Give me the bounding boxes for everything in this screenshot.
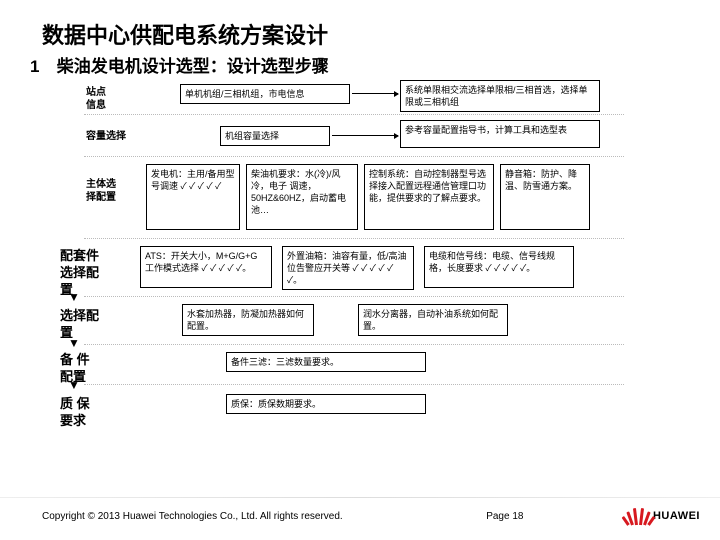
flow-node: ATS：开关大小，M+G/G+G 工作模式选择 ✓ ✓ ✓ ✓ ✓。 — [140, 246, 272, 288]
huawei-logo-text: HUAWEI — [653, 510, 700, 522]
flow-node: 机组容量选择 — [220, 126, 330, 146]
subtitle-text: 柴油发电机设计选型：设计选型步骤 — [57, 57, 329, 76]
down-arrow-icon: ▼ — [68, 336, 80, 350]
flow-node: 控制系统：自动控制器型号选择接入配置远程通信管理口功能，提供要求的了解点要求。 — [364, 164, 494, 230]
flow-node: 发电机：主用/备用型号调速 ✓ ✓ ✓ ✓ ✓ — [146, 164, 240, 230]
down-arrow-icon: ▼ — [68, 378, 80, 392]
flow-node: 单机机组/三相机组，市电信息 — [180, 84, 350, 104]
flow-node: 系统单限相交流选择单限相/三相首选，选择单限或三相机组 — [400, 80, 600, 112]
page-number: Page 18 — [486, 511, 523, 522]
footer-rule — [0, 497, 720, 498]
flow-divider — [84, 344, 624, 345]
flow-divider — [84, 156, 624, 157]
huawei-logo-icon — [627, 507, 649, 525]
flow-node: 备件三滤：三滤数量要求。 — [226, 352, 426, 372]
page-title: 数据中心供配电系统方案设计 — [42, 18, 328, 50]
flow-divider — [84, 114, 624, 115]
copyright-text: Copyright © 2013 Huawei Technologies Co.… — [42, 511, 343, 522]
flow-node: 水套加热器，防凝加热器如何配置。 — [182, 304, 314, 336]
flow-node: 质保：质保数期要求。 — [226, 394, 426, 414]
flowchart-diagram: 站点信息容量选择主体选择配置配套件选择配置选择配置备 件配置质 保要求单机机组/… — [60, 80, 660, 470]
flow-divider — [84, 384, 624, 385]
slide: 数据中心供配电系统方案设计 1 柴油发电机设计选型：设计选型步骤 站点信息容量选… — [0, 0, 720, 540]
flow-node: 柴油机要求：水(冷)/风冷，电子 调速，50HZ&60HZ，启动蓄电池… — [246, 164, 358, 230]
row-label: 站点信息 — [86, 86, 106, 112]
footer: Copyright © 2013 Huawei Technologies Co.… — [42, 504, 700, 528]
huawei-logo: HUAWEI — [627, 507, 700, 525]
row-label: 主体选择配置 — [86, 178, 116, 204]
row-label: 质 保要求 — [60, 396, 90, 430]
flow-divider — [84, 238, 624, 239]
down-arrow-icon: ▼ — [68, 290, 80, 304]
row-label: 容量选择 — [86, 130, 126, 143]
flow-arrow — [352, 93, 398, 94]
subtitle-number: 1 — [30, 57, 52, 77]
flow-node: 电缆和信号线：电缆、信号线规格，长度要求 ✓ ✓ ✓ ✓ ✓。 — [424, 246, 574, 288]
flow-node: 润水分离器，自动补油系统如何配置。 — [358, 304, 508, 336]
flow-arrow — [332, 135, 398, 136]
flow-divider — [84, 296, 624, 297]
subtitle: 1 柴油发电机设计选型：设计选型步骤 — [30, 52, 329, 77]
flow-node: 外置油箱：油容有量，低/高油位告警应开关等 ✓ ✓ ✓ ✓ ✓ ✓。 — [282, 246, 414, 290]
flow-node: 静音箱：防护、降温、防雪通方案。 — [500, 164, 590, 230]
flow-node: 参考容量配置指导书，计算工具和选型表 — [400, 120, 600, 148]
